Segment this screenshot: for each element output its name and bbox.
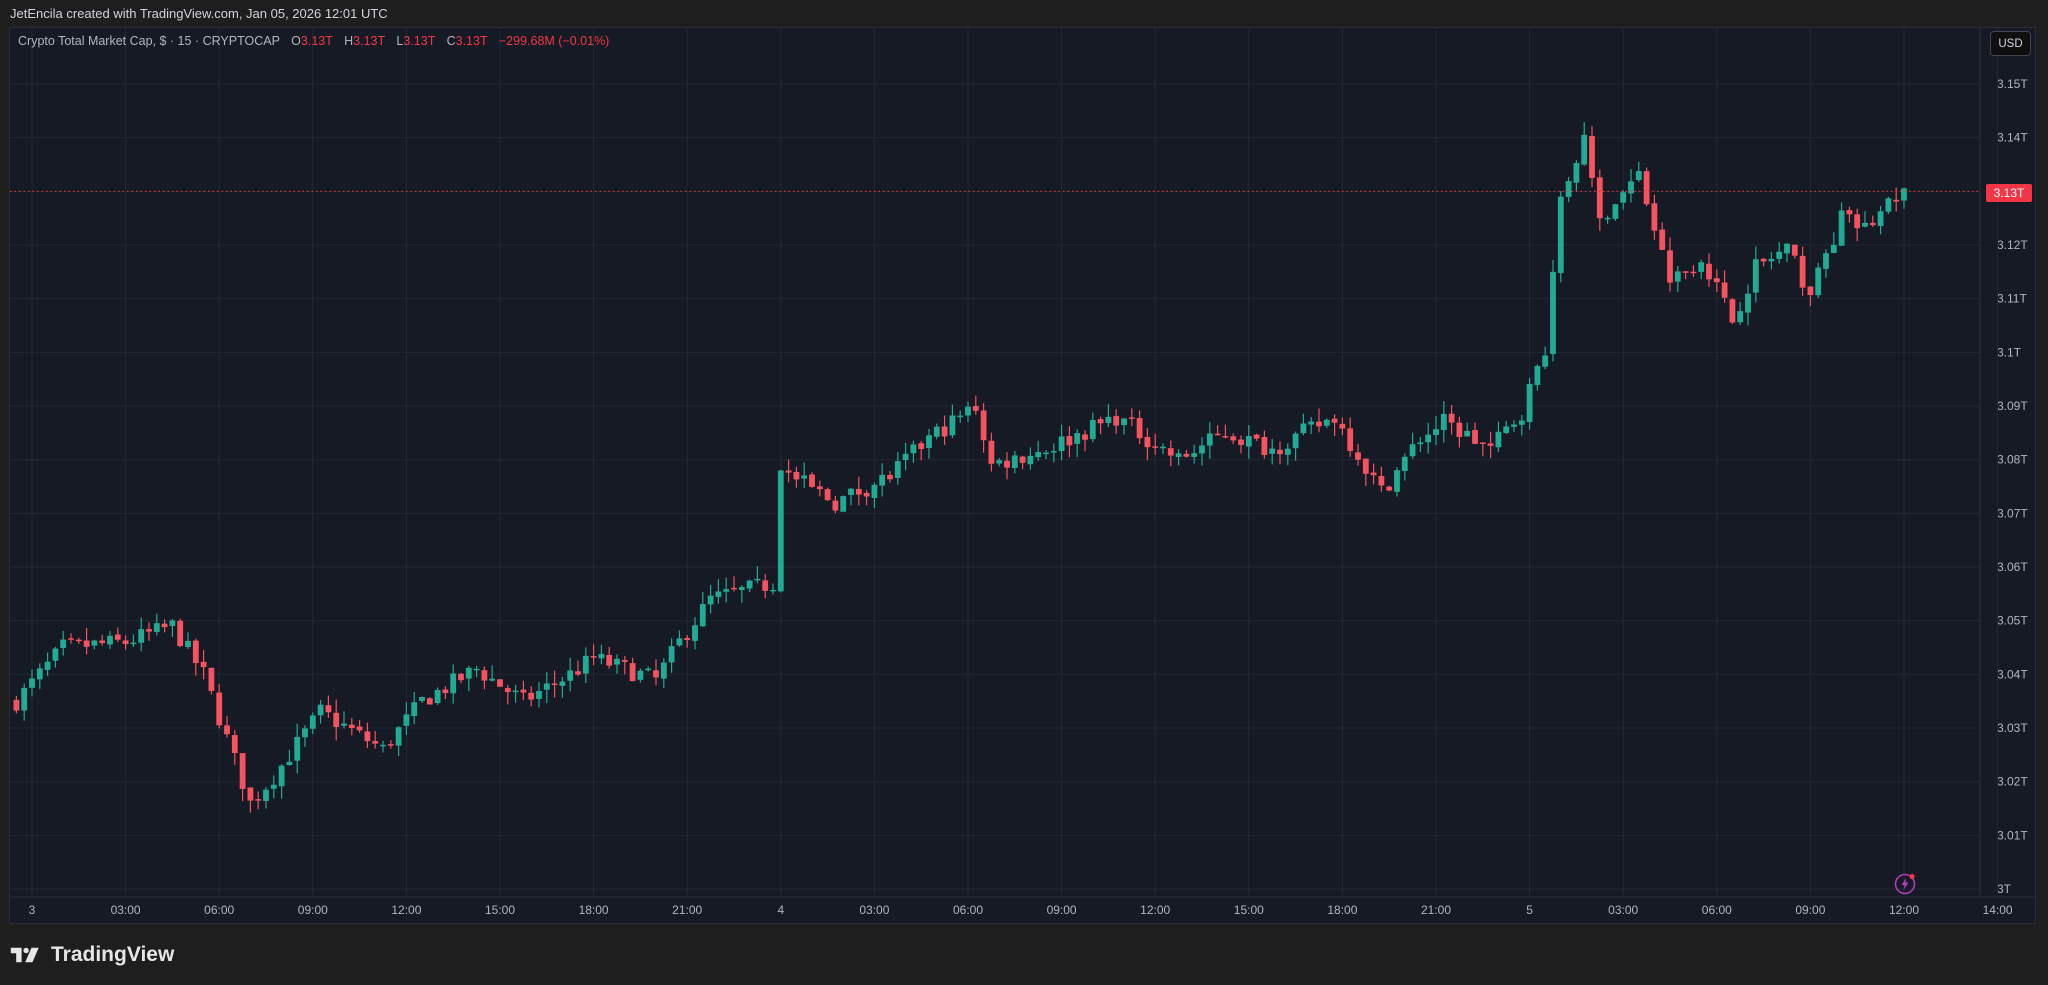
price-axis-label: 3.04T (1997, 667, 2028, 681)
time-axis-label: 4 (777, 903, 784, 917)
price-axis-label: 3.12T (1997, 238, 2028, 252)
time-axis-label: 14:00 (1983, 903, 2013, 917)
price-axis-label: 3.15T (1997, 77, 2028, 91)
price-axis-label: 3.09T (1997, 399, 2028, 413)
time-axis-label: 18:00 (579, 903, 609, 917)
time-axis-label: 09:00 (1047, 903, 1077, 917)
time-axis-label: 5 (1526, 903, 1533, 917)
price-axis-label: 3.02T (1997, 775, 2028, 789)
tradingview-logo[interactable]: TradingView (10, 943, 174, 967)
time-axis-label: 09:00 (298, 903, 328, 917)
high-value: 3.13T (353, 34, 385, 48)
time-axis-label: 21:00 (672, 903, 702, 917)
time-axis-label: 12:00 (1889, 903, 1919, 917)
high-label: H (344, 34, 354, 48)
price-axis-label: 3.11T (1997, 292, 2027, 306)
price-axis-label: 3.1T (1997, 345, 2022, 359)
change-value: −299.68M (−0.01%) (498, 34, 610, 48)
currency-button[interactable]: USD (1990, 31, 2031, 56)
price-axis-label: 3.07T (1997, 506, 2028, 520)
open-value: 3.13T (300, 34, 333, 48)
close-value: 3.13T (455, 34, 488, 48)
chart-pane[interactable] (9, 27, 2036, 924)
symbol-title[interactable]: Crypto Total Market Cap, $ · 15 · CRYPTO… (18, 34, 280, 48)
last-price-label: 3.13T (1986, 184, 2032, 202)
low-value: 3.13T (403, 34, 436, 48)
candles (13, 122, 1907, 813)
time-axis-label: 18:00 (1327, 903, 1357, 917)
close-label: C (446, 34, 456, 48)
time-axis-label: 21:00 (1421, 903, 1451, 917)
time-axis-label: 12:00 (1140, 903, 1170, 917)
symbol-legend: Crypto Total Market Cap, $ · 15 · CRYPTO… (18, 34, 609, 48)
open-label: O (291, 34, 301, 48)
time-axis-label: 03:00 (859, 903, 889, 917)
price-axis-label: 3.01T (1997, 828, 2028, 842)
time-axis-label: 15:00 (485, 903, 515, 917)
time-axis-label: 06:00 (1702, 903, 1732, 917)
time-axis-label: 09:00 (1795, 903, 1825, 917)
time-axis-label: 06:00 (953, 903, 983, 917)
time-axis-label: 12:00 (391, 903, 421, 917)
chart-attribution: JetEncila created with TradingView.com, … (10, 6, 388, 21)
time-axis-label: 03:00 (1608, 903, 1638, 917)
price-axis-label: 3.06T (1997, 560, 2028, 574)
price-axis-label: 3T (1997, 882, 2012, 896)
low-label: L (396, 34, 404, 48)
tradingview-logo-icon (10, 947, 39, 963)
time-axis-label: 06:00 (204, 903, 234, 917)
time-axis-label: 03:00 (111, 903, 141, 917)
price-axis-label: 3.05T (1997, 614, 2028, 628)
price-axis-label: 3.03T (1997, 721, 2028, 735)
alert-lightning-icon[interactable] (1893, 872, 1917, 896)
time-axis-label: 15:00 (1234, 903, 1264, 917)
price-axis-label: 3.08T (1997, 453, 2028, 467)
time-axis-label: 3 (29, 903, 36, 917)
tradingview-brand: TradingView (51, 943, 175, 966)
price-axis-label: 3.14T (1997, 131, 2028, 145)
